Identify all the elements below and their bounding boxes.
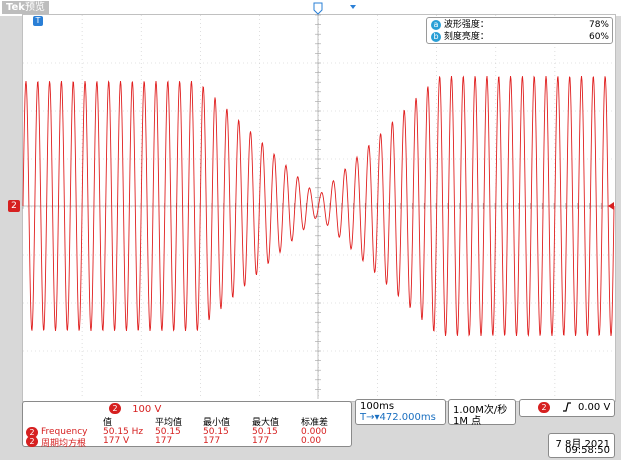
trigger-panel[interactable]: 2 0.00 V xyxy=(519,399,615,417)
waveform-display[interactable] xyxy=(22,14,616,402)
graticule-brightness-value: 60% xyxy=(588,32,609,42)
trigger-channel-badge: 2 xyxy=(538,402,550,413)
badge-b-icon: b xyxy=(431,31,441,42)
graticule-brightness-row: b 刻度亮度： 60% xyxy=(431,31,609,43)
waveform-intensity-row: a 波形强度： 78% xyxy=(431,19,609,31)
waveform-intensity-label: 波形强度： xyxy=(443,20,489,30)
waveform-intensity-value: 78% xyxy=(588,20,609,30)
channel-2-ground-marker[interactable]: 2 xyxy=(8,200,20,212)
row-2-mean: 177 xyxy=(155,436,173,446)
trigger-level: 0.00 V xyxy=(578,402,611,413)
row-2-min: 177 xyxy=(203,436,221,446)
row-1-std: 0.000 xyxy=(301,427,327,437)
measurement-row-rms: 2 xyxy=(26,436,38,448)
position-icon: T→▾ xyxy=(360,412,380,423)
row-1-mean: 50.15 xyxy=(155,427,181,437)
time: 09:58:50 xyxy=(565,445,610,456)
header-std: 标准差 xyxy=(301,418,329,428)
channel-2-badge: 2 xyxy=(109,403,121,414)
horizontal-position: T→▾472.000ms xyxy=(360,412,436,423)
datetime-panel: 7 8月 2021 09:58:50 xyxy=(548,433,615,458)
channel-scale: 2 100 V xyxy=(109,403,161,415)
row-2-std: 0.00 xyxy=(301,436,322,446)
measurement-row-frequency: 2 xyxy=(26,427,38,439)
row-1-label: Frequency xyxy=(41,427,88,437)
header-mean: 平均值 xyxy=(155,418,183,428)
record-length: 1M 点 xyxy=(453,416,482,427)
top-bar: Tek预览 xyxy=(0,0,621,16)
position-value: 472.000ms xyxy=(379,412,436,423)
horizontal-panel[interactable]: 100ms T→▾472.000ms xyxy=(355,399,446,425)
trigger-position-marker[interactable]: T xyxy=(33,16,43,26)
trigger-point-marker xyxy=(350,5,356,9)
brand-label: Tek预览 xyxy=(2,1,49,14)
row-2-label: 周期均方根 xyxy=(41,439,87,449)
row-2-max: 177 xyxy=(252,436,270,446)
header-min: 最小值 xyxy=(203,418,231,428)
row-1-channel-badge: 2 xyxy=(26,427,38,438)
header-value: 值 xyxy=(103,418,113,428)
sample-rate: 1.00M次/秒 xyxy=(453,405,508,416)
row-1-max: 50.15 xyxy=(252,427,278,437)
badge-a-icon: a xyxy=(431,19,441,30)
date: 7 8月 2021 xyxy=(555,439,610,450)
row-1-min: 50.15 xyxy=(203,427,229,437)
measurement-panel[interactable]: 2 100 V 值 平均值 最小值 最大值 标准差 2 Frequency 50… xyxy=(22,401,352,449)
waveform-trace xyxy=(22,75,615,337)
trigger-level-marker xyxy=(608,202,614,210)
channel-2-scale: 100 V xyxy=(132,403,162,415)
row-2-channel-badge: 2 xyxy=(26,436,38,447)
row-1-value: 50.15 Hz xyxy=(103,427,144,437)
display-settings-box: a 波形强度： 78% b 刻度亮度： 60% xyxy=(426,17,613,44)
timebase-value: 100ms xyxy=(360,401,395,412)
acquisition-panel[interactable]: 1.00M次/秒 1M 点 xyxy=(448,399,516,427)
header-max: 最大值 xyxy=(252,418,280,428)
brand-name: Tek xyxy=(6,2,25,13)
row-2-value: 177 V xyxy=(103,436,130,446)
rising-edge-icon xyxy=(562,401,572,416)
mode-label: 预览 xyxy=(24,2,45,13)
graticule-brightness-label: 刻度亮度： xyxy=(443,32,489,42)
horizontal-position-marker xyxy=(313,2,323,15)
